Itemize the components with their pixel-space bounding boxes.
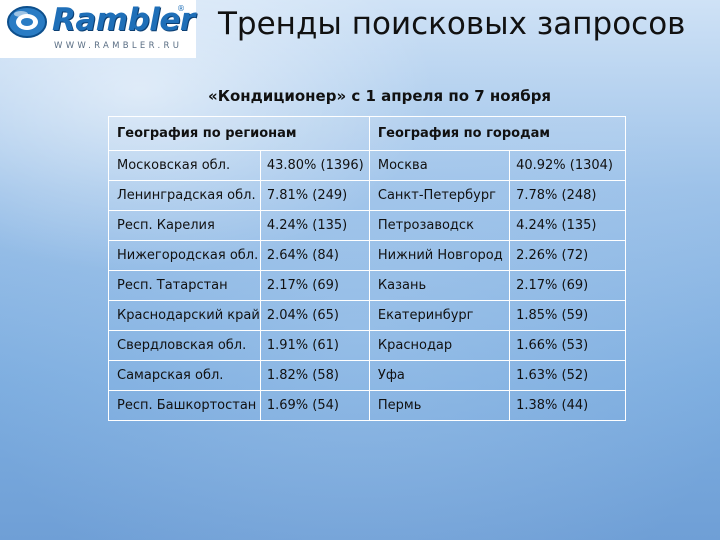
header-regions: География по регионам xyxy=(108,116,370,151)
region-name: Краснодарский край xyxy=(108,300,261,331)
city-name: Санкт-Петербург xyxy=(368,180,511,211)
table-row: Респ. Карелия 4.24% (135) Петрозаводск 4… xyxy=(108,210,626,241)
table-row: Самарская обл. 1.82% (58) Уфа 1.63% (52) xyxy=(108,360,626,391)
region-name: Респ. Татарстан xyxy=(108,270,261,301)
city-name: Нижний Новгород xyxy=(368,240,511,271)
city-share: 4.24% (135) xyxy=(509,210,626,241)
region-name: Самарская обл. xyxy=(108,360,261,391)
city-name: Екатеринбург xyxy=(368,300,511,331)
logo-wordmark: Rambler xyxy=(52,2,195,38)
region-share: 7.81% (249) xyxy=(259,180,370,211)
rambler-logo-icon xyxy=(7,6,47,38)
region-share: 2.64% (84) xyxy=(259,240,370,271)
city-share: 40.92% (1304) xyxy=(509,150,626,181)
header-cities: География по городам xyxy=(368,116,627,151)
city-share: 7.78% (248) xyxy=(509,180,626,211)
region-name: Нижегородская обл. xyxy=(108,240,261,271)
region-share: 2.17% (69) xyxy=(259,270,370,301)
city-share: 1.85% (59) xyxy=(509,300,626,331)
page-subtitle: «Кондиционер» с 1 апреля по 7 ноября xyxy=(208,87,552,105)
city-name: Краснодар xyxy=(368,330,511,361)
region-share: 1.91% (61) xyxy=(259,330,370,361)
logo-url: WWW.RAMBLER.RU xyxy=(54,41,183,51)
table-header-row: География по регионам География по город… xyxy=(108,116,627,151)
city-share: 2.17% (69) xyxy=(509,270,626,301)
table-row: Нижегородская обл. 2.64% (84) Нижний Нов… xyxy=(108,240,626,271)
city-name: Москва xyxy=(368,150,511,181)
table-row: Московская обл. 43.80% (1396) Москва 40.… xyxy=(108,150,626,181)
city-name: Петрозаводск xyxy=(368,210,511,241)
city-name: Уфа xyxy=(368,360,511,391)
table-row: Ленинградская обл. 7.81% (249) Санкт-Пет… xyxy=(108,180,626,211)
city-share: 1.38% (44) xyxy=(509,390,626,421)
region-name: Респ. Башкортостан xyxy=(108,390,261,421)
stats-table: География по регионам География по город… xyxy=(108,116,627,421)
region-share: 1.82% (58) xyxy=(259,360,370,391)
region-share: 4.24% (135) xyxy=(259,210,370,241)
city-name: Казань xyxy=(368,270,511,301)
city-share: 1.63% (52) xyxy=(509,360,626,391)
region-share: 43.80% (1396) xyxy=(259,150,370,181)
region-share: 2.04% (65) xyxy=(259,300,370,331)
region-name: Свердловская обл. xyxy=(108,330,261,361)
logo-registered-mark: ® xyxy=(177,4,185,13)
table-row: Респ. Башкортостан 1.69% (54) Пермь 1.38… xyxy=(108,390,626,421)
table-row: Свердловская обл. 1.91% (61) Краснодар 1… xyxy=(108,330,626,361)
region-share: 1.69% (54) xyxy=(259,390,370,421)
region-name: Московская обл. xyxy=(108,150,261,181)
region-name: Респ. Карелия xyxy=(108,210,261,241)
city-share: 2.26% (72) xyxy=(509,240,626,271)
rambler-logo: Rambler ® WWW.RAMBLER.RU xyxy=(0,0,196,58)
region-name: Ленинградская обл. xyxy=(108,180,261,211)
page-title: Тренды поисковых запросов xyxy=(218,6,686,42)
city-share: 1.66% (53) xyxy=(509,330,626,361)
city-name: Пермь xyxy=(368,390,511,421)
table-row: Респ. Татарстан 2.17% (69) Казань 2.17% … xyxy=(108,270,626,301)
table-row: Краснодарский край 2.04% (65) Екатеринбу… xyxy=(108,300,626,331)
